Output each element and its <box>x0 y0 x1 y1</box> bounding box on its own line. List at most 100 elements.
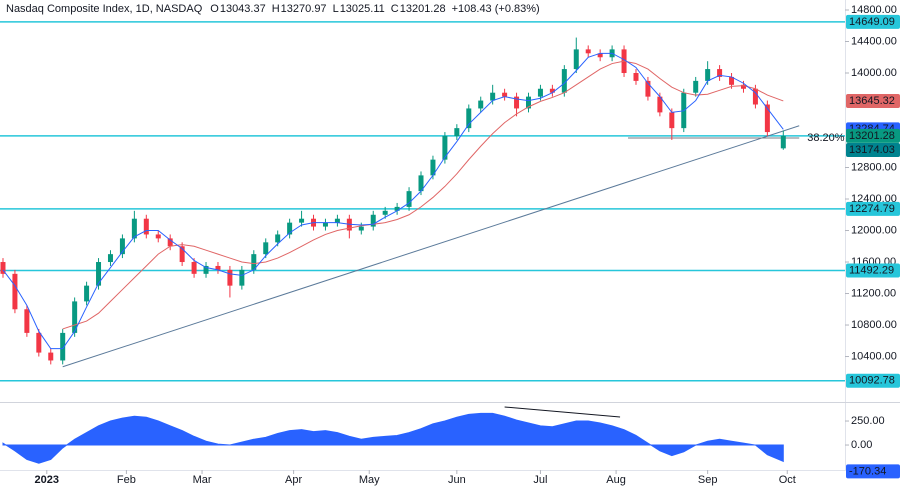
ma-slow-label: 13645.32 <box>849 95 895 107</box>
x-tick-label: 2023 <box>35 474 59 486</box>
candle-body <box>334 218 340 223</box>
change: +108.43 (+0.83%) <box>452 3 540 15</box>
candle-body <box>143 218 149 235</box>
candle-body <box>514 96 520 109</box>
fib-value-label: 13174.03 <box>849 144 895 156</box>
ohlc-key: C <box>391 3 399 15</box>
ohlc-value: 13270.97 <box>281 3 327 15</box>
candle-body <box>370 214 376 227</box>
candle-body <box>203 265 209 274</box>
candle-body <box>227 269 233 286</box>
candle-body <box>418 175 424 192</box>
candle-body <box>430 159 436 176</box>
symbol: Nasdaq Composite Index, 1D, NASDAQ <box>6 3 203 15</box>
candle-body <box>36 332 42 353</box>
candle-body <box>215 265 221 270</box>
candle-body <box>442 136 448 160</box>
candle-body <box>84 285 90 302</box>
y2-tick-label: 0.00 <box>851 439 872 451</box>
candle-body <box>131 218 137 239</box>
last-price-label-box <box>846 128 900 143</box>
oscillator-value-label: -170.34 <box>849 465 886 477</box>
ohlc-value: 13025.11 <box>340 3 385 15</box>
candle-body <box>502 92 508 97</box>
legend-header: Nasdaq Composite Index, 1D, NASDAQ <box>6 3 203 15</box>
y-tick-label: 14400.00 <box>851 35 897 47</box>
candle-body <box>191 262 197 274</box>
candle-body <box>752 88 758 105</box>
candle-body <box>525 96 531 109</box>
y-tick-label: 12800.00 <box>851 161 897 173</box>
level-label: 12274.79 <box>849 203 895 215</box>
x-tick-label: Jun <box>448 474 466 486</box>
x-tick-label: Oct <box>779 474 796 486</box>
level-label: 14649.09 <box>849 16 895 28</box>
level-label: 11492.29 <box>849 264 894 276</box>
candle-body <box>72 301 78 333</box>
candle-body <box>394 206 400 211</box>
fib-label: 38.20% <box>807 132 845 144</box>
candle-body <box>537 88 543 97</box>
candle-body <box>717 69 723 77</box>
ohlc-value: 13043.37 <box>220 3 266 15</box>
trendline <box>62 125 800 368</box>
y-tick-label: 12000.00 <box>851 224 897 236</box>
candle-body <box>669 112 675 129</box>
candle-body <box>466 108 472 129</box>
oscillator-trendline <box>504 406 621 418</box>
last-price-label: 13201.28 <box>849 130 895 142</box>
candle-body <box>12 273 18 310</box>
candle-body <box>96 262 102 286</box>
candle-body <box>358 226 364 231</box>
candle-body <box>275 234 281 243</box>
y-tick-label: 10800.00 <box>851 319 897 331</box>
candle-body <box>239 269 245 286</box>
candle-body <box>693 80 699 93</box>
ma-slow-label-box <box>846 93 900 108</box>
candle-body <box>657 96 663 113</box>
ma-slow-line <box>62 60 784 330</box>
candle-body <box>406 191 412 207</box>
candle-body <box>60 332 66 361</box>
candle-body <box>490 92 496 101</box>
x-tick-label: May <box>359 474 380 486</box>
candle-body <box>24 309 30 333</box>
candle-body <box>322 222 328 227</box>
ohlc-key: H <box>272 3 280 15</box>
candle-body <box>454 128 460 137</box>
candle-body <box>597 53 603 58</box>
candle-body <box>155 234 161 239</box>
candle-body <box>633 73 639 81</box>
candle-body <box>251 254 257 270</box>
y-tick-label: 14800.00 <box>851 4 897 16</box>
candle-body <box>573 49 579 70</box>
candle-body <box>263 242 269 255</box>
y-tick-label: 11200.00 <box>851 287 896 299</box>
candle-body <box>0 262 6 274</box>
candle-body <box>48 352 54 361</box>
oscillator-value-label-box <box>846 464 900 479</box>
candle-body <box>585 49 591 54</box>
candle-body <box>382 210 388 215</box>
x-tick-label: Feb <box>117 474 136 486</box>
x-tick-label: Mar <box>193 474 212 486</box>
candle-body <box>299 218 305 223</box>
ohlc-key: L <box>333 3 339 15</box>
x-tick-label: Sep <box>698 474 718 486</box>
candle-body <box>478 100 484 109</box>
y2-tick-label: 250.00 <box>851 415 885 427</box>
candle-body <box>705 69 711 81</box>
ma-fast-line <box>2 52 784 350</box>
ohlc-value: 13201.28 <box>400 3 446 15</box>
level-label-box <box>846 14 900 29</box>
y-tick-label: 14000.00 <box>851 67 897 79</box>
candle-body <box>729 76 735 85</box>
candle-body <box>107 254 113 263</box>
candle-body <box>645 80 651 97</box>
level-label-box <box>846 201 900 216</box>
candle-body <box>167 238 173 247</box>
fib-value-label-box <box>846 143 900 158</box>
candle-body <box>740 84 746 89</box>
